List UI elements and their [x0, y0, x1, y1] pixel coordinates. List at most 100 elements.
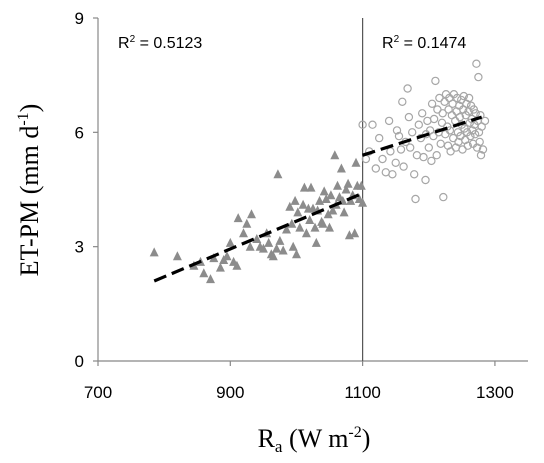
circle-point	[406, 143, 415, 152]
circle-point	[438, 109, 447, 118]
triangle-point	[333, 180, 342, 190]
triangle-point	[268, 251, 278, 261]
triangle-point	[318, 218, 328, 228]
circle-point	[398, 97, 407, 107]
x-tick-label: 700	[84, 383, 112, 402]
circle-point	[388, 170, 397, 179]
circle-point	[414, 120, 423, 129]
triangle-point	[341, 184, 351, 194]
triangle-point	[293, 207, 303, 217]
circle-point	[441, 129, 450, 139]
triangle-point	[258, 243, 268, 253]
triangle-point	[172, 251, 182, 261]
circle-point	[480, 116, 490, 126]
triangle-point	[350, 228, 360, 238]
x-axis-title: Ra (W m-2)	[258, 424, 371, 456]
triangle-point	[222, 251, 232, 261]
circle-point	[427, 156, 436, 166]
triangle-point	[330, 150, 340, 160]
triangle-point	[247, 209, 256, 219]
circle-point	[368, 120, 377, 129]
circle-point	[419, 152, 428, 162]
triangle-point	[242, 218, 252, 228]
triangle-point	[328, 205, 338, 215]
triangle-point	[306, 182, 316, 192]
triangle-point	[295, 222, 305, 232]
circle-point	[445, 126, 455, 135]
triangle-point	[206, 274, 215, 284]
data-points	[149, 59, 490, 284]
circle-point	[478, 145, 488, 154]
circle-point	[399, 162, 408, 171]
triangle-point	[336, 163, 346, 173]
triangle-point	[272, 243, 282, 253]
triangle-point	[252, 234, 262, 243]
circle-point	[396, 145, 406, 154]
circle-point	[424, 143, 433, 152]
circle-point	[475, 137, 484, 147]
triangle-point	[292, 249, 301, 259]
circle-point	[411, 194, 420, 204]
circle-point	[403, 84, 412, 93]
triangle-point	[264, 237, 274, 247]
triangle-point	[233, 213, 243, 223]
circle-point	[371, 164, 380, 173]
circle-point	[394, 131, 404, 141]
circle-point	[432, 150, 441, 160]
circle-point	[384, 116, 394, 126]
triangle-point	[356, 180, 366, 190]
triangle-point	[358, 197, 368, 207]
circle-point	[463, 141, 472, 150]
triangle-point	[285, 201, 295, 211]
triangle-point	[149, 247, 159, 257]
trend-lines	[153, 115, 483, 283]
trend-line-right	[362, 115, 483, 157]
triangle-point	[319, 186, 329, 196]
trend-line-left	[153, 191, 364, 283]
triangle-point	[299, 182, 309, 192]
circle-point	[391, 158, 400, 167]
x-tick-label: 900	[216, 383, 244, 402]
y-tick-label: 0	[75, 352, 84, 371]
triangle-point	[315, 195, 325, 205]
y-tick-label: 3	[75, 238, 84, 257]
triangle-point	[225, 237, 235, 247]
circle-point	[466, 131, 475, 141]
y-tick-label: 9	[75, 9, 84, 28]
triangle-point	[346, 195, 356, 205]
tick-labels: 0 3 6 9 700 900 1100 1300	[75, 9, 514, 402]
circle-point	[436, 139, 445, 148]
circle-point	[435, 93, 444, 103]
triangle-point	[275, 235, 285, 245]
triangle-point	[343, 178, 353, 188]
circle-point	[470, 129, 480, 139]
circle-point	[423, 116, 432, 126]
circle-point	[418, 109, 427, 118]
x-tick-label: 1100	[344, 383, 381, 402]
triangle-point	[232, 260, 242, 270]
triangle-point	[305, 215, 315, 224]
triangle-point	[298, 199, 308, 209]
circle-point	[474, 72, 483, 82]
triangle-point	[239, 228, 248, 238]
triangle-point	[325, 222, 334, 232]
triangle-point	[326, 190, 336, 200]
triangle-point	[323, 209, 333, 219]
triangle-point	[321, 194, 331, 203]
circle-point	[472, 59, 481, 68]
circle-point	[471, 109, 480, 118]
circle-point	[427, 99, 437, 109]
circle-point	[404, 112, 414, 122]
circle-point	[378, 154, 387, 164]
circle-point	[408, 128, 417, 137]
r2-left-annotation: R2 = 0.5123	[118, 34, 202, 52]
circle-point	[459, 91, 468, 101]
triangle-point	[245, 241, 255, 251]
circle-point	[429, 114, 439, 124]
triangle-point	[199, 268, 209, 278]
circle-point	[375, 133, 384, 143]
circle-point	[455, 112, 465, 122]
triangle-point	[282, 224, 291, 234]
r2-right-annotation: R2 = 0.1474	[382, 34, 466, 52]
